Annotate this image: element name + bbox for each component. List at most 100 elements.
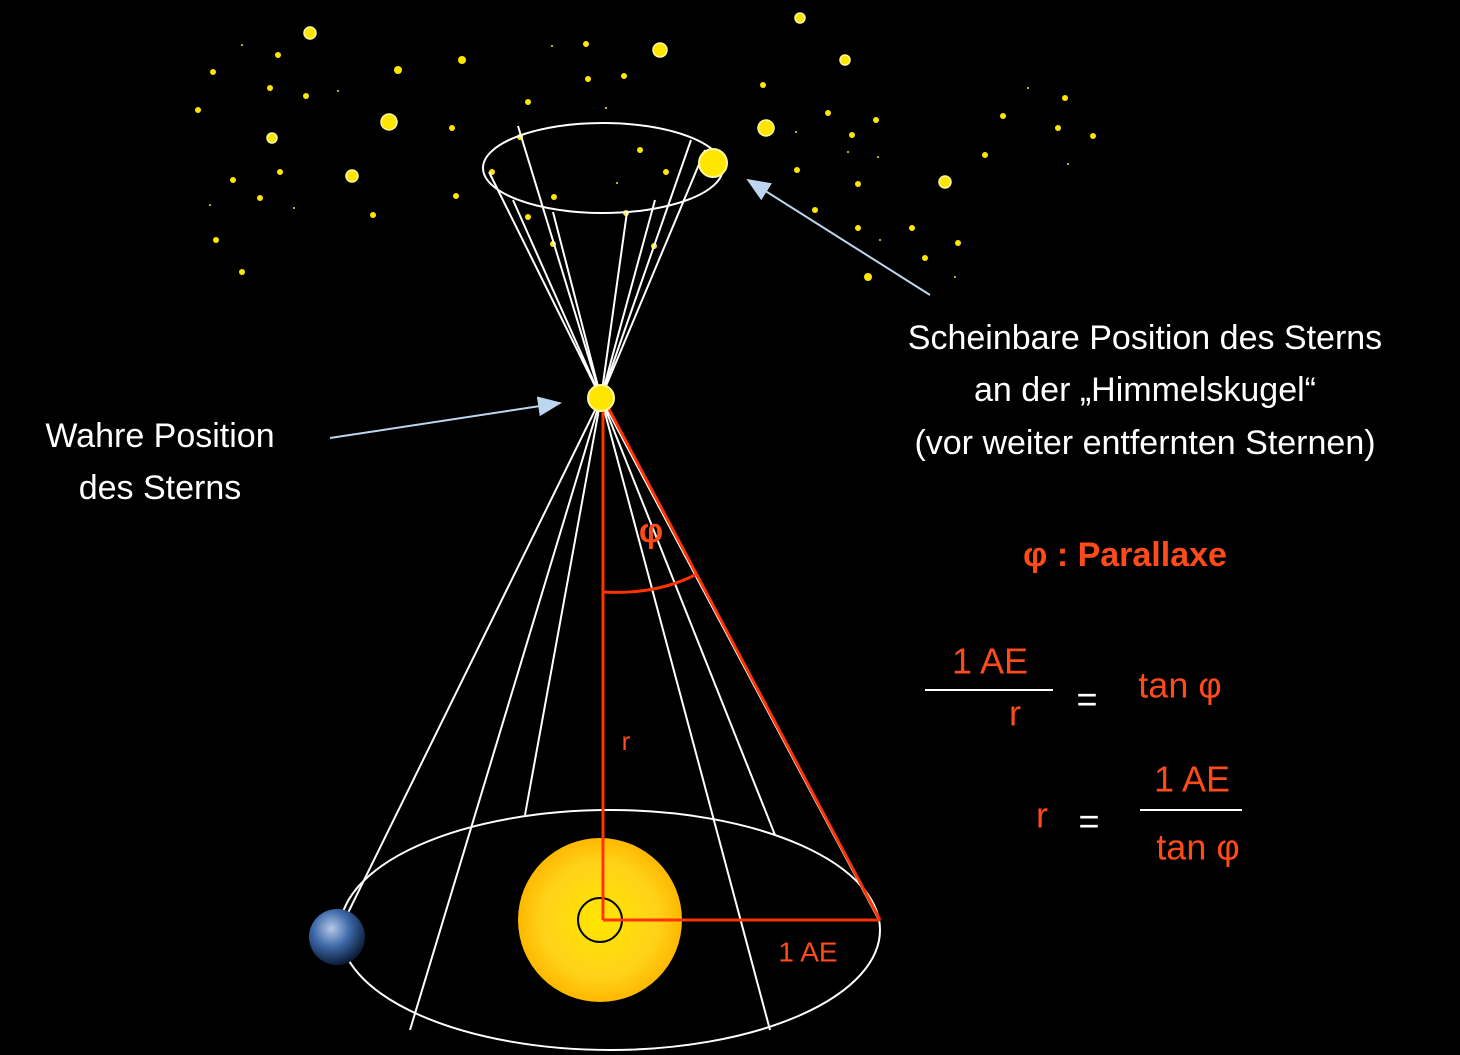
- star: [955, 240, 961, 246]
- true-star: [587, 384, 615, 412]
- cone-line: [512, 199, 602, 399]
- star: [621, 73, 627, 79]
- star: [794, 12, 806, 24]
- star: [849, 132, 855, 138]
- star: [605, 107, 607, 109]
- star: [757, 119, 775, 137]
- cone-line: [517, 125, 602, 399]
- star: [266, 132, 278, 144]
- parallax-legend: φ : Parallaxe: [1023, 536, 1227, 574]
- star: [551, 194, 557, 200]
- star: [909, 225, 915, 231]
- star: [585, 76, 591, 82]
- apparent-label: (vor weiter entfernten Sternen): [914, 424, 1375, 462]
- star: [1055, 125, 1061, 131]
- star: [663, 169, 669, 175]
- star: [879, 239, 881, 241]
- star: [275, 52, 281, 58]
- star: [922, 255, 928, 261]
- star: [449, 125, 455, 131]
- formula-equals: =: [1076, 679, 1097, 720]
- star: [877, 156, 879, 158]
- star: [293, 207, 295, 209]
- star: [637, 147, 643, 153]
- star: [855, 181, 861, 187]
- star: [267, 85, 273, 91]
- star: [525, 214, 531, 220]
- star: [825, 110, 831, 116]
- formula-left: r: [1036, 795, 1048, 836]
- star: [213, 237, 219, 243]
- star: [839, 54, 851, 66]
- earth: [309, 909, 365, 965]
- formula-denominator: r: [1009, 693, 1021, 734]
- star: [1067, 163, 1069, 165]
- star: [873, 117, 879, 123]
- distance-label: r: [622, 726, 631, 756]
- star: [303, 26, 317, 40]
- cone-line: [524, 397, 602, 816]
- cone-line: [600, 149, 706, 399]
- star: [864, 273, 872, 281]
- apparent-label: an der „Himmelskugel“: [974, 371, 1316, 409]
- formula-numerator: 1 AE: [1154, 759, 1230, 800]
- star: [847, 151, 849, 153]
- star: [277, 169, 283, 175]
- star: [551, 45, 553, 47]
- star: [210, 69, 216, 75]
- formula-numerator: 1 AE: [952, 641, 1028, 682]
- formula-equals: =: [1078, 801, 1099, 842]
- star: [938, 175, 952, 189]
- star: [370, 212, 376, 218]
- star: [982, 152, 988, 158]
- star: [583, 41, 589, 47]
- sun: [518, 838, 682, 1002]
- true-label: Wahre Position: [45, 417, 274, 455]
- star: [855, 225, 861, 231]
- star: [760, 82, 766, 88]
- parallax-triangle: [601, 397, 882, 922]
- star: [241, 44, 243, 46]
- star: [337, 90, 339, 92]
- arrow-apparent: [746, 178, 931, 296]
- cone-line: [600, 397, 776, 836]
- formula-right: tan φ: [1138, 665, 1221, 706]
- arrow-true: [329, 396, 562, 439]
- star: [1027, 87, 1029, 89]
- star: [1062, 95, 1068, 101]
- cone-line: [600, 211, 628, 399]
- cone-line: [600, 397, 771, 1031]
- star: [303, 93, 309, 99]
- formula-denominator: tan φ: [1156, 827, 1239, 868]
- cone-line: [409, 397, 602, 1031]
- cone-lines: [341, 125, 879, 1031]
- star: [812, 207, 818, 213]
- apparent-label: Scheinbare Position des Sterns: [908, 319, 1382, 357]
- star: [1000, 113, 1006, 119]
- star: [652, 42, 668, 58]
- cone-line: [341, 397, 602, 926]
- star: [525, 99, 531, 105]
- star: [380, 113, 398, 131]
- star: [230, 177, 236, 183]
- star: [954, 276, 956, 278]
- angle-label: φ: [639, 512, 663, 550]
- baseline-label: 1 AE: [778, 936, 837, 967]
- star: [616, 182, 618, 184]
- star: [195, 107, 201, 113]
- star: [257, 195, 263, 201]
- cone-line: [600, 139, 692, 399]
- star: [453, 193, 459, 199]
- star: [209, 204, 211, 206]
- star: [794, 167, 800, 173]
- star: [458, 56, 466, 64]
- star: [1090, 133, 1096, 139]
- star: [795, 131, 797, 133]
- star: [239, 269, 245, 275]
- star: [345, 169, 359, 183]
- background-stars: [195, 12, 1096, 281]
- cone-line: [488, 171, 602, 399]
- cone-line: [552, 211, 602, 399]
